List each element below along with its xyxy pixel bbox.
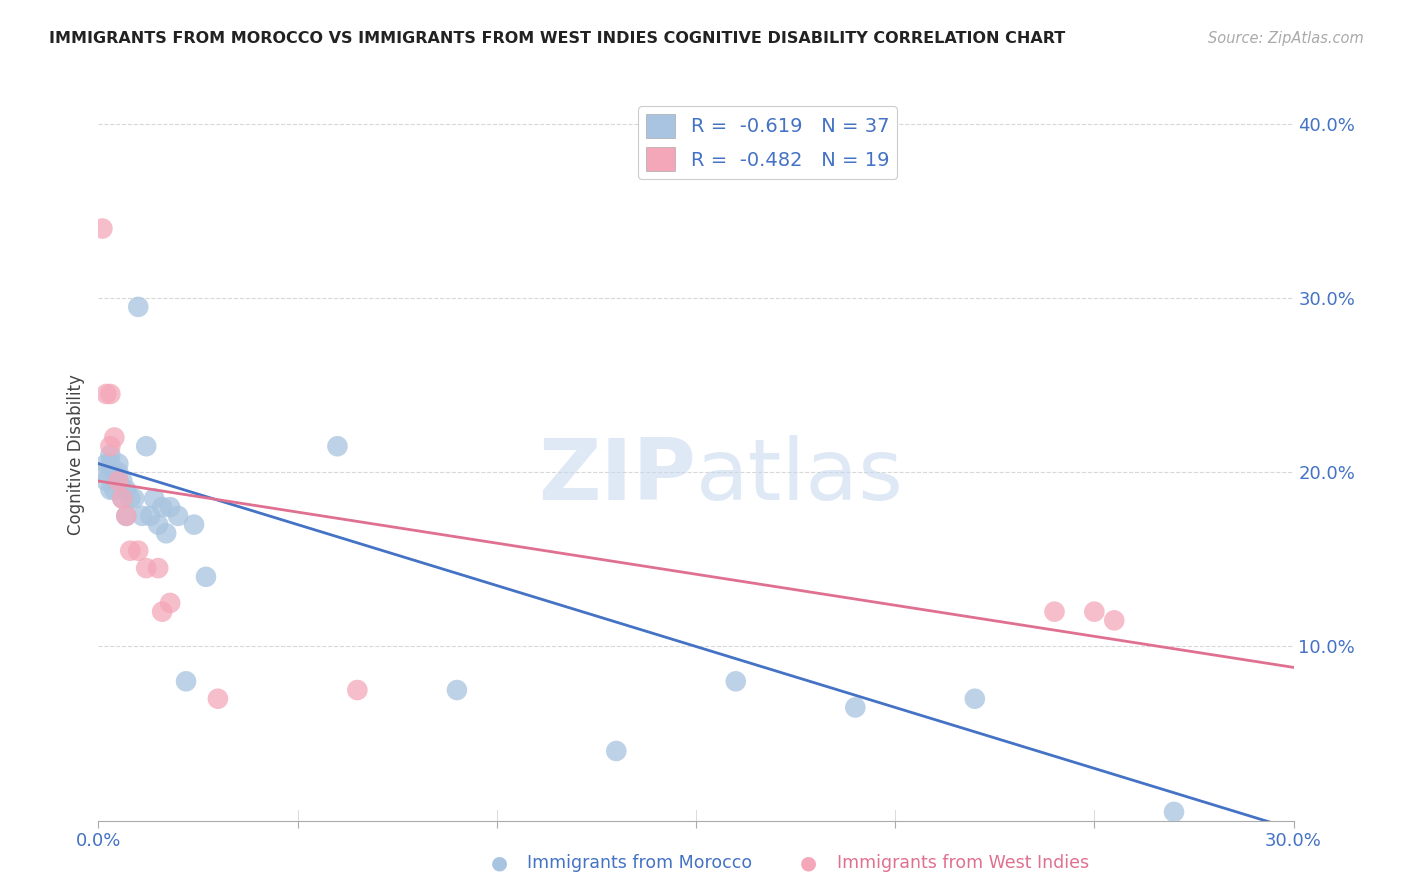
Point: [127, 543, 149, 558]
Point: [98, 457, 122, 471]
Point: [96, 457, 118, 471]
Point: [91, 466, 114, 480]
Point: [446, 683, 468, 698]
Point: [135, 561, 157, 575]
Point: [115, 508, 138, 523]
Point: [111, 491, 134, 506]
Point: [107, 474, 129, 488]
Point: [139, 508, 162, 523]
Point: [98, 387, 122, 401]
Point: [103, 483, 125, 497]
Point: [346, 683, 368, 698]
Point: [103, 466, 125, 480]
Text: atlas: atlas: [696, 435, 904, 518]
Point: [96, 474, 118, 488]
Point: [174, 674, 197, 689]
Point: [150, 500, 173, 515]
Point: [124, 491, 146, 506]
Point: [120, 491, 142, 506]
Point: [111, 474, 134, 488]
Point: [135, 439, 157, 453]
Point: [155, 526, 177, 541]
Point: [120, 543, 142, 558]
Point: [98, 448, 122, 462]
Text: Immigrants from Morocco: Immigrants from Morocco: [527, 855, 752, 872]
Point: [115, 508, 138, 523]
Point: [963, 691, 986, 706]
Point: [143, 491, 166, 506]
Point: [150, 605, 173, 619]
Legend: R =  -0.619   N = 37, R =  -0.482   N = 19: R = -0.619 N = 37, R = -0.482 N = 19: [638, 106, 897, 179]
Point: [167, 508, 190, 523]
Point: [111, 491, 134, 506]
Point: [91, 221, 114, 235]
Point: [159, 596, 181, 610]
Text: Immigrants from West Indies: Immigrants from West Indies: [837, 855, 1088, 872]
Point: [1163, 805, 1185, 819]
Y-axis label: Cognitive Disability: Cognitive Disability: [66, 375, 84, 535]
Point: [844, 700, 866, 714]
Point: [605, 744, 627, 758]
Point: [127, 300, 149, 314]
Point: [107, 466, 129, 480]
Point: [1104, 613, 1126, 627]
Text: ●: ●: [491, 854, 508, 872]
Point: [115, 483, 138, 497]
Point: [183, 517, 205, 532]
Point: [724, 674, 747, 689]
Point: [107, 474, 129, 488]
Text: Source: ZipAtlas.com: Source: ZipAtlas.com: [1208, 31, 1364, 46]
Point: [131, 508, 153, 523]
Point: [207, 691, 229, 706]
Point: [148, 517, 170, 532]
Point: [98, 439, 122, 453]
Point: [103, 430, 125, 444]
Point: [98, 483, 122, 497]
Point: [148, 561, 170, 575]
Text: ZIP: ZIP: [538, 435, 696, 518]
Point: [195, 570, 218, 584]
Text: ●: ●: [800, 854, 817, 872]
Point: [96, 387, 118, 401]
Point: [1043, 605, 1066, 619]
Point: [1083, 605, 1105, 619]
Point: [326, 439, 349, 453]
Point: [159, 500, 181, 515]
Text: IMMIGRANTS FROM MOROCCO VS IMMIGRANTS FROM WEST INDIES COGNITIVE DISABILITY CORR: IMMIGRANTS FROM MOROCCO VS IMMIGRANTS FR…: [49, 31, 1066, 46]
Point: [107, 457, 129, 471]
